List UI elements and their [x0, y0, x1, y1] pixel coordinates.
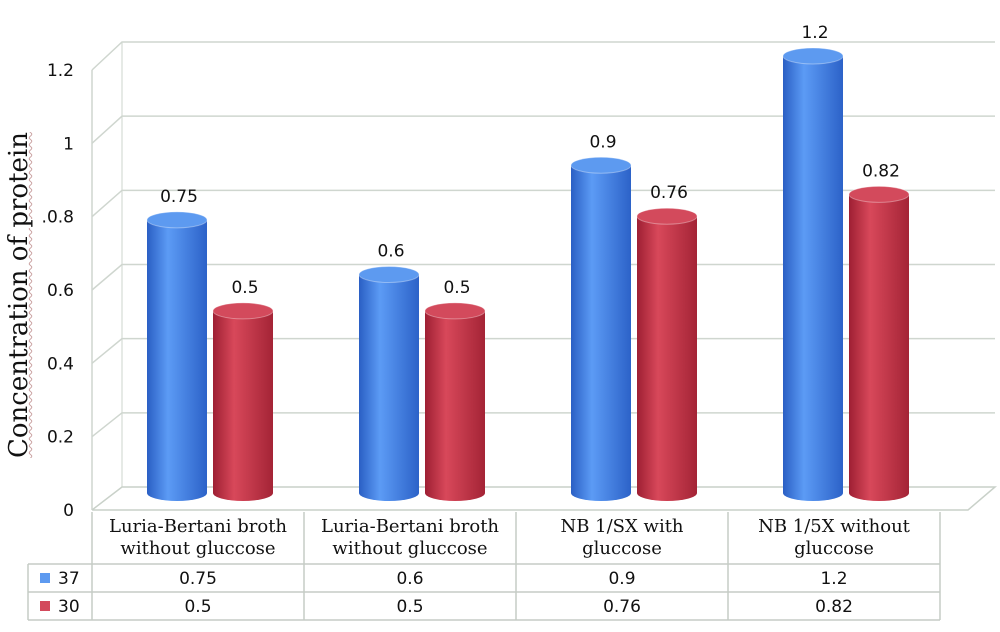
table-cell: 0.82 [815, 597, 853, 617]
y-tick-label: .0.8 [42, 208, 74, 228]
table-cell: 1.2 [820, 569, 847, 589]
y-tick-label: 1.2 [47, 61, 74, 81]
data-label: 0.9 [589, 132, 616, 152]
gridline [91, 41, 995, 71]
table-cell: 0.5 [184, 597, 211, 617]
category-label: gluccose [582, 538, 662, 559]
bar-30-1 [213, 310, 273, 501]
table-cell: 0.75 [179, 569, 217, 589]
bar-top-37-1 [146, 211, 208, 229]
bar-top-30-4 [848, 185, 910, 203]
y-tick-label: 0.6 [47, 281, 74, 301]
category-label: without gluccose [120, 538, 275, 559]
bar-top-37-3 [570, 156, 632, 174]
data-label: 0.5 [231, 278, 258, 298]
bar-top-30-2 [424, 302, 486, 320]
y-axis-title: Concentration of protein [4, 132, 34, 458]
bar-top-37-4 [782, 47, 844, 65]
gridline [91, 337, 995, 364]
table-cell: 0.5 [396, 597, 423, 617]
table-cell: 0.76 [603, 597, 641, 617]
bar-30-4 [849, 194, 909, 501]
data-label: 0.6 [377, 242, 404, 262]
bar-top-37-2 [358, 266, 420, 283]
y-tick-label: 0.4 [47, 354, 74, 374]
bar-37-4 [783, 56, 843, 501]
gridline [91, 412, 995, 438]
category-label: Luria-Bertani broth [321, 516, 499, 537]
bar-37-3 [571, 165, 631, 501]
category-label: NB 1/SX with [560, 516, 683, 537]
y-tick-label: 0.2 [47, 428, 74, 448]
data-label: 0.82 [862, 161, 900, 181]
legend-label-37: 37 [58, 569, 80, 589]
gridline [91, 189, 995, 218]
bar-top-30-3 [636, 207, 698, 225]
data-label: 0.76 [650, 183, 688, 203]
bar-30-2 [425, 310, 485, 501]
table-cell: 0.9 [608, 569, 635, 589]
gridline [91, 115, 995, 144]
category-label: Luria-Bertani broth [109, 516, 287, 537]
legend-swatch-30 [40, 601, 50, 611]
floor-outline [91, 486, 998, 511]
y-tick-label: 0 [63, 501, 74, 521]
bar-37-1 [147, 219, 207, 501]
y-tick-label: 1 [63, 134, 74, 154]
category-label: gluccose [794, 538, 874, 559]
category-label: NB 1/5X without [758, 516, 911, 537]
bar-top-30-1 [212, 302, 274, 320]
table-cell: 0.6 [396, 569, 423, 589]
data-label: 0.75 [160, 187, 198, 207]
category-label: without gluccose [332, 538, 487, 559]
bar-37-2 [359, 274, 419, 501]
gridline [91, 263, 995, 291]
data-label: 1.2 [801, 23, 828, 43]
legend-label-30: 30 [58, 597, 80, 617]
legend-swatch-37 [40, 573, 50, 583]
data-label: 0.5 [443, 278, 470, 298]
bar-30-3 [637, 216, 697, 501]
